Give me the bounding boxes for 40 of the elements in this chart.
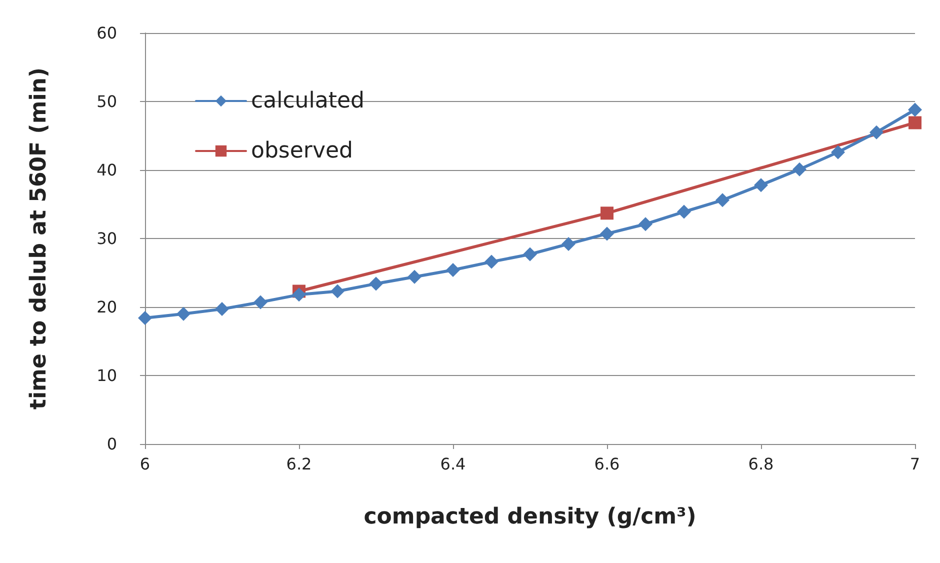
- y-tick-label: 60: [96, 24, 117, 42]
- y-tick-label: 0: [106, 434, 117, 454]
- x-tick-label: 6.6: [594, 454, 620, 474]
- point: [215, 302, 229, 316]
- x-axis-title: compacted density (g/cm³): [364, 504, 696, 530]
- point: [638, 217, 652, 232]
- y-tick-label: 10: [96, 366, 117, 385]
- y-tick-label: 40: [96, 160, 117, 180]
- point: [600, 206, 614, 220]
- legend-label: calculated: [251, 88, 364, 114]
- point: [369, 276, 383, 291]
- point: [446, 263, 460, 278]
- point: [908, 102, 922, 117]
- y-tick-label: 50: [96, 92, 117, 111]
- y-tick-label: 30: [96, 229, 117, 248]
- point: [831, 145, 845, 160]
- point: [254, 295, 268, 310]
- point: [562, 236, 576, 251]
- point: [754, 178, 768, 192]
- x-tick-label: 6.4: [440, 454, 466, 474]
- x-tick-label: 7: [910, 454, 920, 474]
- point: [484, 254, 498, 269]
- y-tick-label: 20: [96, 298, 117, 316]
- point: [870, 125, 884, 140]
- point: [176, 306, 190, 321]
- x-tick-label: 6: [140, 454, 150, 474]
- point: [677, 204, 691, 219]
- point: [908, 116, 922, 130]
- point: [138, 310, 152, 325]
- point: [792, 162, 806, 176]
- x-tick-label: 6.8: [748, 454, 774, 474]
- y-axis-title: time to delub at 560F (min): [26, 68, 52, 410]
- point: [292, 288, 306, 302]
- point: [330, 284, 344, 298]
- point: [408, 270, 422, 284]
- legend-label: observed: [251, 138, 353, 164]
- point: [716, 193, 730, 208]
- x-tick-label: 6.2: [286, 454, 312, 474]
- point: [600, 226, 614, 241]
- point: [523, 247, 537, 262]
